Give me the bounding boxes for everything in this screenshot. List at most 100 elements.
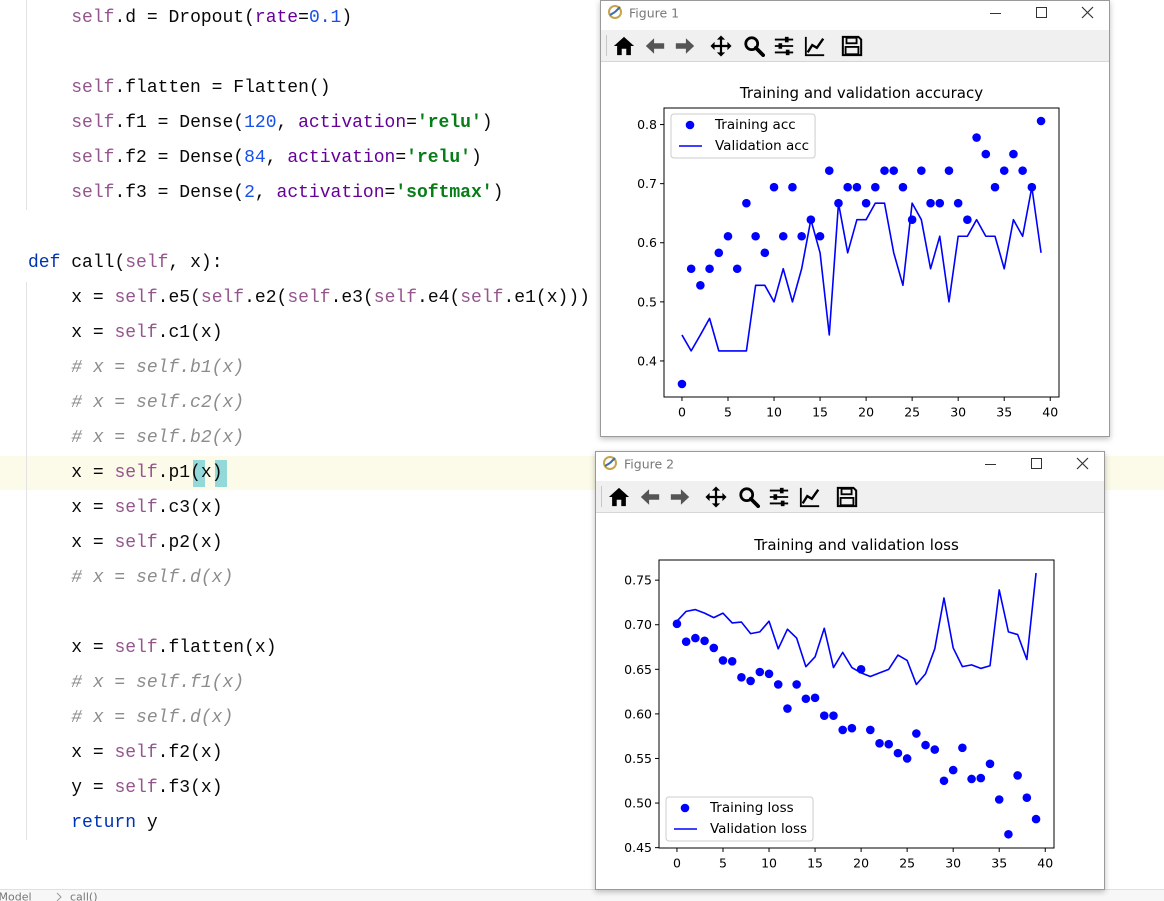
data-point bbox=[912, 729, 921, 738]
data-line bbox=[681, 186, 1042, 352]
code-token: . bbox=[331, 288, 342, 308]
code-token: Dense bbox=[179, 113, 233, 133]
code-token: = bbox=[147, 113, 179, 133]
x-tick-label: 30 bbox=[945, 856, 961, 871]
code-token: y bbox=[147, 813, 158, 833]
subplots-button[interactable] bbox=[768, 486, 790, 508]
code-token: # x = self.d(x) bbox=[71, 568, 233, 588]
code-token: ( bbox=[277, 288, 288, 308]
legend-label: Training acc bbox=[714, 117, 796, 133]
code-token: . bbox=[503, 288, 514, 308]
code-token: e2 bbox=[255, 288, 277, 308]
data-point bbox=[727, 656, 737, 666]
code-token bbox=[28, 113, 71, 133]
code-token: = bbox=[201, 78, 233, 98]
data-point bbox=[773, 680, 783, 689]
x-tick-label: 5 bbox=[724, 405, 732, 420]
code-token: self bbox=[460, 288, 503, 308]
data-point bbox=[930, 745, 940, 754]
code-token: self bbox=[114, 743, 157, 763]
breadcrumb-item[interactable]: rModel bbox=[0, 891, 32, 901]
code-token: ) bbox=[493, 183, 504, 203]
code-token: ) bbox=[471, 148, 482, 168]
data-point bbox=[783, 704, 792, 713]
code-token: . bbox=[158, 778, 169, 798]
code-token: f1 bbox=[125, 113, 147, 133]
legend-label: Training loss bbox=[709, 800, 794, 816]
data-point bbox=[926, 198, 935, 208]
code-token: activation bbox=[298, 113, 406, 133]
data-point bbox=[898, 182, 908, 192]
y-tick-label: 0.60 bbox=[624, 706, 652, 721]
code-token: x bbox=[201, 498, 212, 518]
figure-window: Figure 2 Training and validation loss 0 5 10… bbox=[595, 451, 1105, 890]
code-token: flatten bbox=[168, 638, 244, 658]
breadcrumb-item[interactable]: call() bbox=[70, 891, 97, 901]
code-token: 120 bbox=[244, 113, 276, 133]
code-token: ( bbox=[244, 638, 255, 658]
data-point bbox=[953, 198, 963, 208]
code-token: self bbox=[114, 778, 157, 798]
x-tick-label: 20 bbox=[853, 856, 869, 871]
data-point bbox=[755, 667, 765, 677]
code-token: x bbox=[71, 288, 82, 308]
code-token: . bbox=[114, 78, 125, 98]
code-token bbox=[28, 673, 71, 693]
x-tick-label: 25 bbox=[899, 856, 915, 871]
close-button[interactable] bbox=[1076, 457, 1089, 470]
data-point bbox=[810, 693, 820, 703]
data-point bbox=[742, 198, 751, 208]
code-token: return bbox=[71, 813, 136, 833]
code-token: 'relu' bbox=[406, 148, 471, 168]
code-token: . bbox=[158, 323, 169, 343]
y-tick-label: 0.5 bbox=[637, 294, 657, 309]
code-token: ) bbox=[212, 778, 223, 798]
x-tick-label: 40 bbox=[1037, 856, 1053, 871]
code-token: self bbox=[114, 323, 157, 343]
code-token: = bbox=[147, 183, 179, 203]
data-point bbox=[843, 182, 852, 192]
data-point bbox=[764, 669, 774, 679]
x-tick-label: 30 bbox=[950, 405, 966, 420]
code-token: self bbox=[71, 78, 114, 98]
data-line bbox=[676, 572, 1037, 686]
close-button[interactable] bbox=[1081, 6, 1094, 19]
x-tick-label: 10 bbox=[766, 405, 782, 420]
code-token: , bbox=[168, 253, 190, 273]
code-token: p2 bbox=[168, 533, 190, 553]
code-token bbox=[28, 78, 71, 98]
code-token: e4 bbox=[428, 288, 450, 308]
code-token: f2 bbox=[168, 743, 190, 763]
data-point bbox=[917, 166, 926, 175]
brace-match bbox=[215, 460, 227, 487]
legend: Training loss Validation loss bbox=[665, 796, 814, 842]
data-point bbox=[686, 264, 696, 274]
data-point bbox=[788, 182, 797, 192]
app-icon-detail bbox=[604, 457, 616, 467]
maximize-button[interactable] bbox=[1031, 458, 1042, 469]
code-token: e3 bbox=[341, 288, 363, 308]
code-token: ( bbox=[190, 463, 201, 483]
code-token: ( bbox=[190, 533, 201, 553]
maximize-button[interactable] bbox=[1036, 7, 1047, 18]
data-point bbox=[746, 676, 755, 686]
data-point bbox=[1022, 793, 1032, 803]
code-token bbox=[60, 253, 71, 273]
code-line: x = self.e5(self.e2(self.e3(self.e4(self… bbox=[28, 288, 590, 308]
data-point bbox=[935, 198, 945, 208]
code-token: ( bbox=[233, 183, 244, 203]
code-token: Dense bbox=[179, 148, 233, 168]
code-token: c1 bbox=[168, 323, 190, 343]
code-token: x bbox=[71, 533, 82, 553]
code-token: f3 bbox=[168, 778, 190, 798]
chart-title: Training and validation loss bbox=[753, 536, 959, 554]
data-point bbox=[705, 264, 714, 274]
subplots-button[interactable] bbox=[773, 35, 795, 57]
data-point bbox=[1009, 149, 1018, 159]
data-point bbox=[884, 739, 894, 749]
code-token: # x = self.c2(x) bbox=[71, 393, 244, 413]
code-token: = bbox=[82, 778, 114, 798]
code-token: x bbox=[547, 288, 558, 308]
code-token: self bbox=[114, 533, 157, 553]
data-point bbox=[824, 166, 834, 175]
